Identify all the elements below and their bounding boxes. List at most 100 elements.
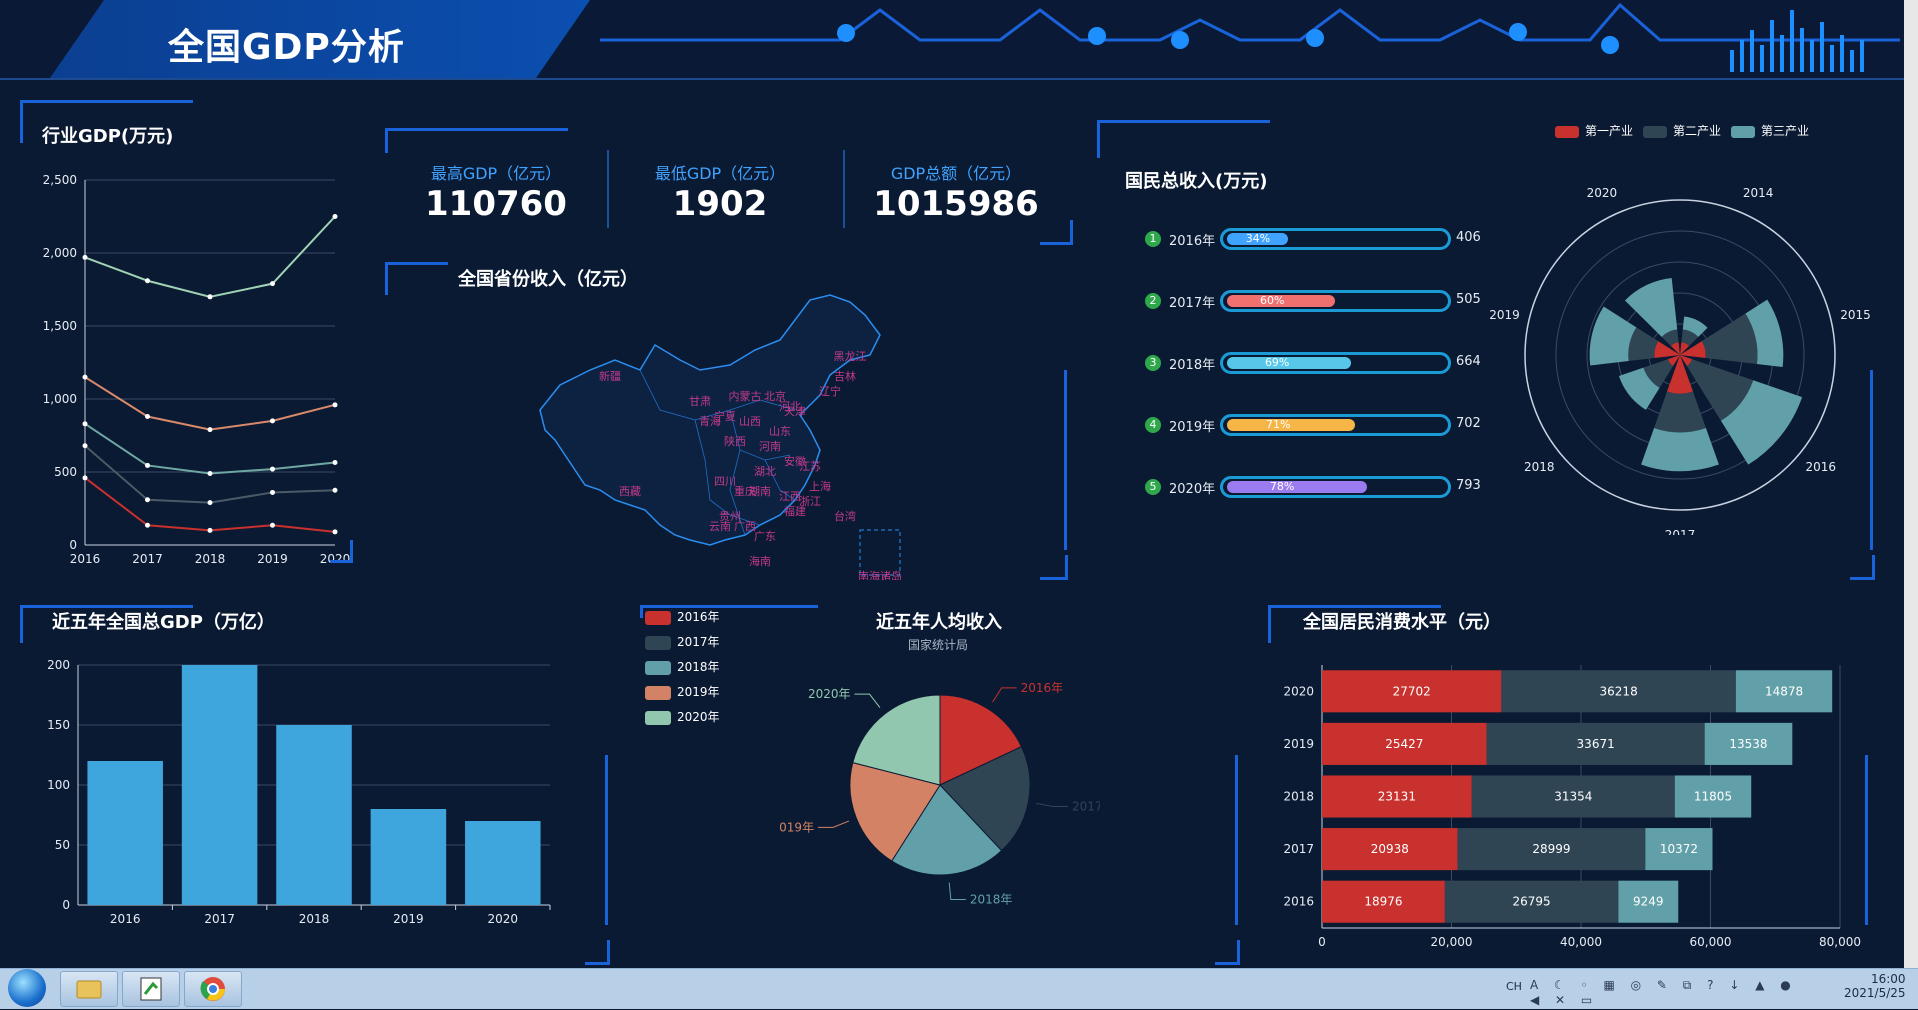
- map-label: 浙江: [799, 495, 821, 508]
- data-point: [207, 500, 213, 506]
- pie-label: 2019年: [780, 820, 814, 834]
- map-label: 山东: [769, 425, 791, 438]
- stacked-bar-segment: [1735, 670, 1833, 713]
- income-year: 2019年: [1169, 420, 1216, 435]
- series-line: [84, 215, 336, 298]
- bar-value-label: 23131: [1378, 790, 1416, 804]
- tray-clock[interactable]: 16:00 2021/5/25: [1844, 972, 1906, 1000]
- kpi-value: 1902: [672, 184, 768, 224]
- panel-corner: [1097, 120, 1270, 158]
- legend-item[interactable]: 2019年: [645, 683, 720, 700]
- polar-category-label: 2019: [1490, 308, 1520, 322]
- stacked-bar-segment: [1444, 880, 1619, 923]
- data-point: [332, 529, 338, 535]
- map-label: 云南: [709, 520, 731, 533]
- data-point: [145, 462, 150, 468]
- progress-fill: 69%: [1227, 357, 1352, 369]
- data-point: [207, 294, 213, 300]
- pie-slice: [852, 694, 941, 786]
- national-income-list: 1 2016年 34% 406 2 2017年 60% 505 3 2018年 …: [1145, 228, 1485, 498]
- income-year: 2016年: [1169, 234, 1216, 249]
- taskbar-explorer-button[interactable]: [60, 971, 118, 1007]
- bar-value-label: 26795: [1513, 895, 1551, 909]
- taskbar-chrome-button[interactable]: [184, 971, 242, 1007]
- map-label: 天津: [784, 405, 806, 418]
- data-point: [145, 414, 150, 420]
- panel-corner: [1268, 605, 1441, 643]
- map-label: 河北: [779, 400, 801, 413]
- total-gdp-chart: 0 50 100 150 200 2016 2017 2018 2019 2020: [47, 658, 551, 926]
- polar-bar: [1686, 359, 1754, 421]
- map-label: 湖北: [754, 465, 776, 478]
- taskbar-editor-button[interactable]: [122, 971, 180, 1007]
- x-tick-label: 0: [1318, 935, 1326, 949]
- polar-bar: [1667, 355, 1693, 394]
- income-value: 702: [1456, 416, 1481, 431]
- data-point: [145, 278, 150, 284]
- y-tick-label: 2016: [1283, 895, 1314, 909]
- national-income-title: 国民总收入(万元): [1125, 171, 1268, 192]
- data-point: [270, 466, 275, 472]
- chrome-icon: [200, 977, 225, 1001]
- map-label: 上海: [809, 479, 831, 493]
- y-tick-label: 500: [54, 465, 77, 479]
- pie-slice: [891, 784, 1003, 876]
- system-tray-icons[interactable]: A ☾ ◦ ▦ ◎ ✎ ⧉ ? ↓ ▲ ● ◀ ✕ ▭: [1530, 978, 1797, 1007]
- x-tick-label: 2018: [299, 912, 330, 926]
- y-tick-label: 2,000: [43, 246, 77, 260]
- panel-corner: [640, 605, 818, 618]
- bar-value-label: 33671: [1577, 737, 1615, 751]
- map-label: 内蒙古: [729, 389, 762, 403]
- legend-item[interactable]: 第三产业: [1731, 124, 1809, 138]
- pie-label: 2016年: [1021, 681, 1064, 695]
- polar-legend: 第一产业 第二产业 第三产业: [1555, 122, 1819, 139]
- y-tick-label: 100: [47, 778, 70, 792]
- polar-bar: [1654, 341, 1680, 359]
- header-decoration: [600, 2, 1900, 72]
- series-line: [84, 376, 336, 431]
- total-gdp-title: 近五年全国总GDP（万亿）: [52, 612, 275, 633]
- map-label: 福建: [784, 504, 806, 518]
- south-sea-inset: [859, 529, 901, 576]
- map-label: 广东: [754, 530, 776, 543]
- polar-bar: [1667, 355, 1680, 366]
- window-scrollbar[interactable]: [1904, 0, 1918, 968]
- consumption-title: 全国居民消费水平（元）: [1303, 612, 1501, 633]
- rank-badge: 2: [1145, 293, 1161, 309]
- rank-badge: 3: [1145, 355, 1161, 371]
- kpi-label: 最低GDP（亿元）: [654, 164, 786, 183]
- bar-value-label: 14878: [1765, 684, 1803, 698]
- map-label: 陕西: [724, 434, 746, 448]
- title-banner: [50, 0, 590, 78]
- start-button[interactable]: [8, 969, 46, 1007]
- income-year: 2017年: [1169, 296, 1216, 311]
- map-label: 湖南: [749, 485, 771, 498]
- panel-corner: [330, 540, 353, 563]
- map-label: 青海: [699, 414, 721, 428]
- panel-edge: [1064, 370, 1067, 550]
- pie-legend: 2016年 2017年 2018年 2019年 2020年: [645, 608, 720, 733]
- progress-fill: 60%: [1227, 295, 1335, 307]
- map-label: 宁夏: [714, 409, 736, 423]
- progress-track: [1220, 228, 1451, 250]
- map-label: 南海诸岛: [858, 569, 902, 580]
- polar-outer-ring: [1524, 199, 1836, 511]
- input-language[interactable]: CH: [1506, 980, 1522, 993]
- progress-fill: 34%: [1227, 233, 1289, 245]
- legend-item[interactable]: 2018年: [645, 658, 720, 675]
- legend-item[interactable]: 第二产业: [1643, 124, 1721, 138]
- x-tick-label: 20,000: [1431, 935, 1473, 949]
- x-tick-label: 2016: [70, 552, 101, 566]
- data-point: [82, 443, 88, 449]
- legend-item[interactable]: 2017年: [645, 633, 720, 650]
- map-label: 江西: [779, 490, 801, 503]
- map-label: 北京: [764, 389, 786, 403]
- legend-item[interactable]: 2020年: [645, 708, 720, 725]
- map-label: 辽宁: [819, 384, 841, 398]
- legend-item[interactable]: 第一产业: [1555, 124, 1633, 138]
- bar-value-label: 18976: [1364, 895, 1402, 909]
- polar-bar: [1661, 329, 1679, 346]
- legend-item[interactable]: 2016年: [645, 608, 720, 625]
- stacked-bar-segment: [1322, 828, 1458, 871]
